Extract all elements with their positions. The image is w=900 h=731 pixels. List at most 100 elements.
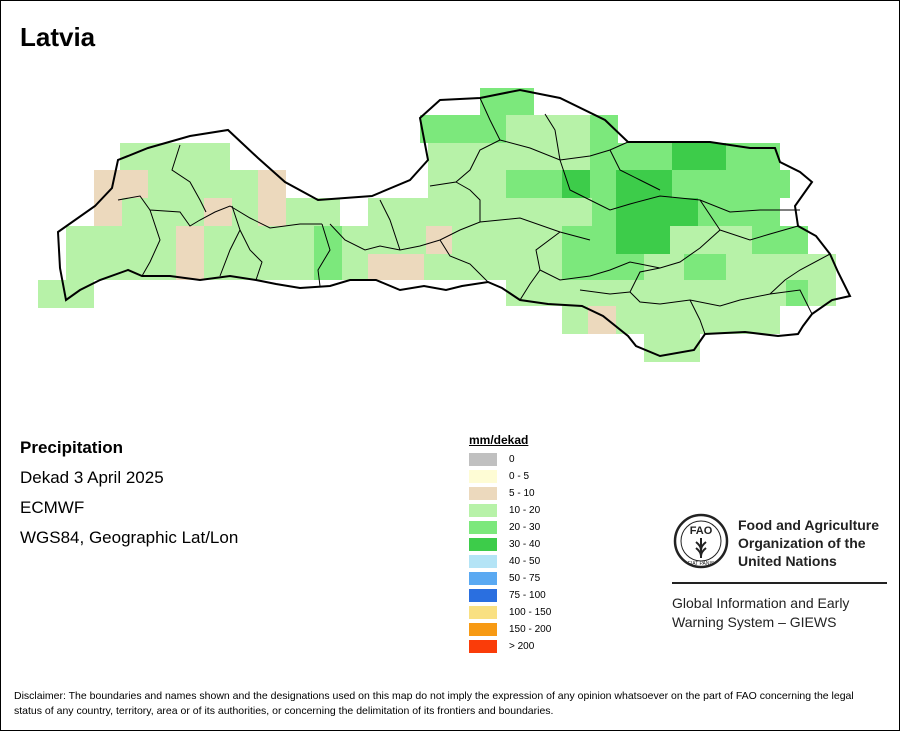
- grid-cell: [684, 254, 726, 280]
- grid-cell: [488, 170, 506, 198]
- legend-swatch: [469, 470, 497, 483]
- district-boundaries: [117, 97, 831, 335]
- grid-cell: [484, 254, 562, 280]
- grid-cell: [452, 226, 562, 254]
- legend-item: > 200: [469, 638, 551, 655]
- legend-swatch: [469, 640, 497, 653]
- disclaimer: Disclaimer: The boundaries and names sho…: [14, 690, 854, 717]
- grid-cell: [482, 143, 590, 170]
- grid-cell: [204, 198, 232, 226]
- grid-cell: [342, 254, 368, 280]
- map-title: Latvia: [20, 22, 96, 52]
- legend-title: mm/dekad: [469, 433, 529, 447]
- legend-label: > 200: [509, 641, 535, 652]
- grid-cell: [258, 170, 286, 198]
- legend-swatch: [469, 538, 497, 551]
- grid-cell: [176, 226, 204, 280]
- legend-item: 100 - 150: [469, 604, 551, 621]
- grid-cell: [424, 254, 484, 280]
- legend-item: 30 - 40: [469, 536, 551, 553]
- period-label: Dekad 3 April 2025: [20, 468, 164, 487]
- grid-cell: [726, 254, 836, 280]
- grid-cell: [616, 226, 670, 254]
- legend-label: 40 - 50: [509, 556, 541, 567]
- grid-cell: [698, 198, 780, 226]
- fao-logo-block: FAO FIAT PANIS Food and Agriculture Orga…: [672, 512, 887, 630]
- legend-label: 50 - 75: [509, 573, 541, 584]
- grid-cell: [368, 198, 428, 226]
- legend: mm/dekad 0 0 - 5 5 - 10 10 - 20 20 - 30 30 - …: [469, 433, 551, 655]
- grid-cell: [616, 306, 780, 334]
- grid-cell: [38, 280, 94, 308]
- legend-swatch: [469, 555, 497, 568]
- precipitation-map: [38, 88, 852, 362]
- grid-cell: [342, 226, 426, 254]
- legend-item: 75 - 100: [469, 587, 551, 604]
- projection-label: WGS84, Geographic Lat/Lon: [20, 528, 239, 547]
- legend-label: 20 - 30: [509, 522, 541, 533]
- legend-swatch: [469, 521, 497, 534]
- legend-label: 0: [509, 454, 515, 465]
- country-boundary: [56, 88, 852, 358]
- legend-label: 100 - 150: [509, 607, 552, 618]
- grid-cell: [752, 226, 808, 254]
- grid-cell: [232, 198, 258, 226]
- legend-item: 40 - 50: [469, 553, 551, 570]
- variable-label: Precipitation: [20, 438, 123, 457]
- legend-item: 0: [469, 451, 551, 468]
- legend-item: 10 - 20: [469, 502, 551, 519]
- legend-swatch: [469, 453, 497, 466]
- grid-cell: [562, 254, 644, 280]
- grid-cell: [786, 280, 808, 306]
- fao-org-name: Food and Agriculture Organization of the…: [738, 517, 880, 569]
- legend-swatch: [469, 606, 497, 619]
- legend-label: 0 - 5: [509, 471, 530, 482]
- grid-cell: [506, 170, 562, 198]
- grid-cell: [670, 226, 752, 254]
- legend-item: 0 - 5: [469, 468, 551, 485]
- fao-divider: [672, 582, 887, 584]
- legend-swatch: [469, 572, 497, 585]
- precipitation-grid: [38, 88, 836, 362]
- grid-cell: [672, 143, 726, 170]
- grid-cell: [428, 198, 592, 226]
- grid-cell: [122, 198, 204, 226]
- grid-cell: [644, 334, 700, 362]
- map-info: Precipitation Dekad 3 April 2025 ECMWF W…: [20, 438, 238, 558]
- legend-label: 150 - 200: [509, 624, 552, 635]
- grid-cell: [592, 198, 616, 226]
- grid-cell: [672, 170, 790, 198]
- fao-motto: FIAT PANIS: [688, 561, 715, 567]
- legend-item: 5 - 10: [469, 485, 551, 502]
- fao-emblem-text: FAO: [690, 525, 713, 537]
- grid-cell: [590, 143, 672, 170]
- grid-cell: [94, 170, 148, 198]
- legend-label: 5 - 10: [509, 488, 535, 499]
- grid-cell: [148, 170, 258, 198]
- legend-item: 50 - 75: [469, 570, 551, 587]
- grid-cell: [120, 143, 230, 171]
- source-label: ECMWF: [20, 498, 85, 517]
- grid-cell: [66, 226, 176, 254]
- grid-cell: [616, 170, 672, 198]
- grid-cell: [420, 115, 506, 143]
- giews-name: Global Information and Early Warning Sys…: [672, 595, 850, 630]
- legend-swatch: [469, 623, 497, 636]
- fao-emblem-icon: FAO FIAT PANIS: [673, 513, 729, 569]
- grid-cell: [616, 198, 698, 226]
- grid-cell: [258, 198, 286, 226]
- legend-label: 30 - 40: [509, 539, 541, 550]
- legend-label: 10 - 20: [509, 505, 541, 516]
- grid-cell: [506, 280, 786, 306]
- legend-item: 150 - 200: [469, 621, 551, 638]
- grid-cell: [562, 306, 588, 334]
- grid-cell: [808, 280, 836, 306]
- grid-cell: [428, 143, 482, 170]
- grid-cell: [562, 170, 590, 198]
- legend-swatch: [469, 504, 497, 517]
- legend-swatch: [469, 589, 497, 602]
- grid-cell: [590, 170, 616, 198]
- legend-swatch: [469, 487, 497, 500]
- grid-cell: [368, 254, 424, 280]
- grid-cell: [286, 198, 340, 226]
